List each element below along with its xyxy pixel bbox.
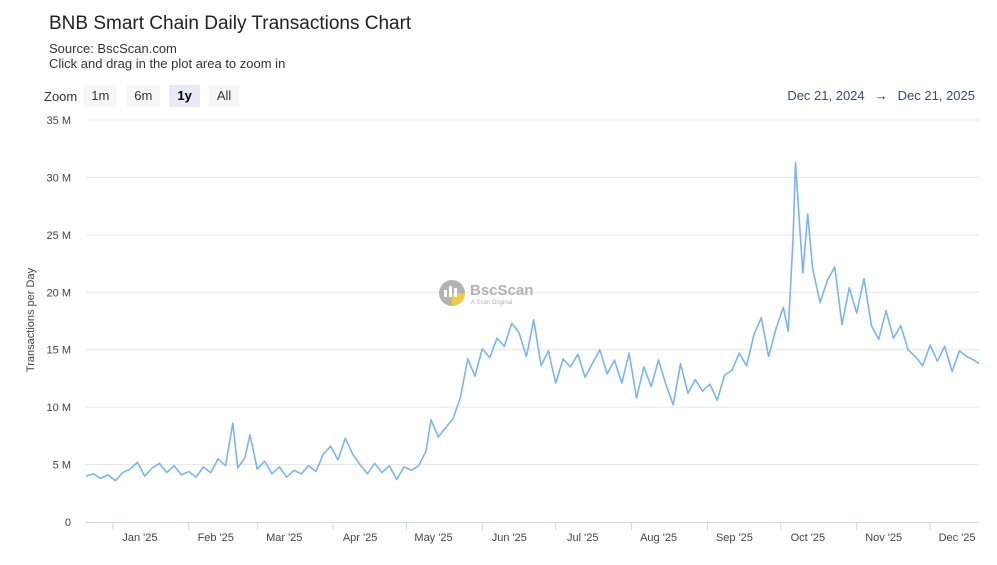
zoom-6m-button[interactable]: 6m [126,85,161,107]
page-title: BNB Smart Chain Daily Transactions Chart [49,13,412,34]
x-tick-label: Sep '25 [716,532,753,544]
zoom-controls: Zoom 1m 6m 1y All [44,85,248,107]
zoom-hint: Click and drag in the plot area to zoom … [49,56,286,71]
x-tick-label: Feb '25 [198,532,234,544]
y-tick-label: 0 [65,517,71,529]
y-tick-label: 30 M [47,172,71,184]
zoom-label: Zoom [44,88,78,104]
x-tick-label: Jun '25 [492,532,527,544]
zoom-1y-button[interactable]: 1y [169,85,200,107]
zoom-all-button[interactable]: All [208,85,240,107]
y-tick-label: 20 M [47,287,71,299]
x-tick-label: Nov '25 [865,532,902,544]
bscscan-watermark: BscScan A Scan Original [439,280,533,306]
x-tick-label: Dec '25 [939,532,976,544]
zoom-1m-button[interactable]: 1m [83,85,118,107]
y-axis-label: Transactions per Day [25,267,37,372]
grid-lines [86,119,979,466]
x-axis-ticks: Jan '25 Feb '25 Mar '25 Apr '25 May '25 Jun '… [112,522,976,544]
bscscan-logo-accent [452,293,465,306]
series-line[interactable] [85,161,980,482]
y-tick-label: 10 M [47,402,71,414]
x-tick-label: Aug '25 [640,532,677,544]
x-tick-label: Oct '25 [791,532,826,544]
range-from[interactable]: Dec 21, 2024 [787,88,865,103]
chart-source: Source: BscScan.com [49,41,177,56]
watermark-tagline: A Scan Original [471,300,512,306]
x-tick-label: Mar '25 [266,532,302,544]
y-tick-label: 35 M [47,115,71,127]
x-tick-label: Jan '25 [122,532,157,544]
watermark-name: BscScan [470,282,533,299]
y-tick-label: 5 M [53,460,71,472]
x-tick-label: May '25 [414,532,452,544]
y-tick-label: 25 M [47,230,71,242]
y-axis-ticks: 0 5 M 10 M 15 M 20 M 25 M 30 M 35 M [47,115,71,529]
range-arrow: → [874,88,888,103]
x-tick-label: Jul '25 [567,532,598,544]
date-range: Dec 21, 2024 → Dec 21, 2025 [787,88,975,103]
range-to[interactable]: Dec 21, 2025 [897,88,975,103]
y-tick-label: 15 M [47,345,71,357]
x-tick-label: Apr '25 [343,532,378,544]
